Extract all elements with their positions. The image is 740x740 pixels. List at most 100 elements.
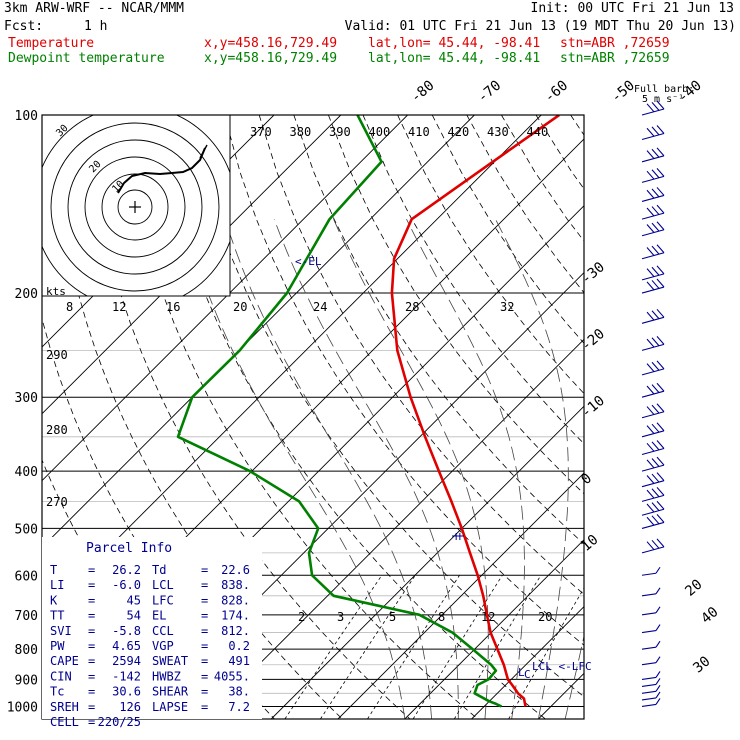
- theta-label: 430: [487, 125, 509, 139]
- isotherm-line: [42, 115, 542, 615]
- parcel-field-eq: =: [88, 578, 95, 592]
- pressure-tick-label: 600: [15, 569, 38, 584]
- wind-barb-flag: [651, 515, 660, 525]
- wind-barb-shaft: [641, 546, 665, 554]
- isotherm-line: [42, 115, 408, 482]
- model-title: 3km ARW-WRF -- NCAR/MMM: [4, 1, 185, 16]
- wind-barb-shaft: [641, 390, 665, 398]
- isotherm-line: [270, 405, 584, 719]
- theta-side-label: 290: [46, 348, 68, 362]
- dry-adiabat-line: [189, 115, 584, 698]
- mixing-ratio-line: [367, 575, 460, 719]
- wind-barb-flag: [646, 475, 655, 484]
- parcel-field-value: 220/25: [98, 715, 141, 729]
- hodograph-trace: [117, 147, 206, 194]
- wind-barb-shaft: [641, 132, 665, 141]
- isotherm-line: [538, 672, 584, 719]
- theta-side-label: 280: [46, 423, 68, 437]
- wind-barb-flag: [646, 503, 655, 513]
- wind-barb-flag: [655, 698, 661, 705]
- hodograph-tail: [199, 144, 208, 159]
- wind-barb-shaft: [641, 464, 665, 472]
- wind-barb-flag: [656, 403, 665, 413]
- mixing-ratio-label: 20: [538, 610, 552, 624]
- parcel-field-name: CAPE: [50, 654, 79, 668]
- parcel-field-eq: =: [88, 624, 95, 638]
- pressure-tick-label: 1000: [7, 700, 38, 715]
- wind-barb-flag: [655, 566, 661, 574]
- parcel-field-value: 2594: [112, 654, 141, 668]
- wind-barb-flag: [651, 126, 660, 136]
- wind-barb-flag: [646, 103, 655, 113]
- mixing-ratio-line: [453, 575, 542, 719]
- mixing-ratio-label: 3: [337, 610, 344, 624]
- ccl-marker: C: [524, 668, 531, 681]
- dry-adiabat-line: [640, 115, 740, 719]
- wind-barb-flag: [651, 222, 660, 232]
- wind-barb-shaft: [641, 411, 665, 419]
- dew-legend-xy: x,y=458.16,729.49: [204, 51, 338, 66]
- wind-barb-flag: [651, 245, 660, 255]
- hodograph-ring: [117, 189, 153, 225]
- wind-barb-flag: [656, 336, 665, 345]
- parcel-field-name: VGP: [152, 639, 174, 653]
- wind-barb-flag: [646, 224, 655, 233]
- theta-side-label: 270: [46, 495, 68, 509]
- pressure-tick-label: 900: [15, 673, 38, 688]
- wind-barb-flag: [651, 502, 660, 512]
- fcst-label: Fcst:: [4, 19, 44, 34]
- isotherm-label: 0: [578, 470, 595, 488]
- wind-barb-flag: [651, 310, 660, 320]
- wind-barb-shaft: [641, 286, 665, 294]
- moist-adiabat-line: [495, 219, 569, 719]
- pressure-tick-label: 300: [15, 391, 38, 406]
- parcel-field-name: PW: [50, 639, 65, 653]
- wind-barb-flag: [656, 422, 665, 432]
- wind-barb-flag: [646, 516, 655, 526]
- isotherm-line: [337, 472, 584, 719]
- dry-adiabat-line: [155, 115, 546, 719]
- wind-barb-flag: [651, 337, 660, 347]
- wind-barb-shaft: [641, 676, 657, 680]
- moist-adiabat-line: [333, 219, 489, 719]
- plot-frame: [41, 114, 585, 720]
- wind-barb-shaft: [641, 521, 665, 529]
- parcel-field-eq: =: [88, 563, 95, 577]
- wind-barb-shaft: [641, 630, 657, 634]
- hodograph-speed-label: 20: [233, 300, 247, 314]
- wind-barb-shaft: [641, 108, 665, 116]
- wind-barb-flag: [651, 458, 660, 467]
- wind-barb-shaft: [641, 662, 657, 666]
- dry-adiabat-line: [605, 115, 740, 719]
- hodograph-speed-label: 24: [313, 300, 327, 314]
- wind-barb-flag: [646, 150, 655, 159]
- isotherm-label: -60: [541, 78, 571, 107]
- wind-barb-flag: [656, 472, 665, 482]
- parcel-field-eq: =: [88, 715, 95, 729]
- wind-barb-flag: [655, 640, 661, 648]
- wind-barb-shaft: [641, 316, 665, 324]
- wind-barb-flag: [646, 170, 655, 180]
- wind-barb-shaft: [641, 155, 665, 163]
- parcel-field-name: SVI: [50, 624, 72, 638]
- wind-barb-flag: [651, 441, 660, 451]
- wind-barb-flag: [651, 539, 660, 549]
- hodograph-ring: [101, 173, 169, 241]
- parcel-field-name: LCL: [152, 578, 174, 592]
- dry-adiabat-line: [328, 115, 584, 495]
- hodograph-kts-label: kts: [46, 285, 66, 298]
- wind-barb-flag: [655, 684, 661, 692]
- parcel-field-name: LAPSE: [152, 700, 188, 714]
- parcel-field-eq: =: [88, 685, 95, 699]
- wind-barb-flag: [646, 442, 655, 452]
- parcel-field-value: 30.6: [112, 685, 141, 699]
- wind-barb-shaft: [641, 368, 665, 376]
- isotherm-line: [471, 605, 584, 719]
- parcel-field-name: K: [50, 593, 58, 607]
- moist-adiabat-line: [183, 219, 406, 719]
- isotherm-label: 30: [690, 653, 713, 676]
- wind-barb-flag: [651, 361, 660, 371]
- parcel-field-eq: =: [201, 563, 208, 577]
